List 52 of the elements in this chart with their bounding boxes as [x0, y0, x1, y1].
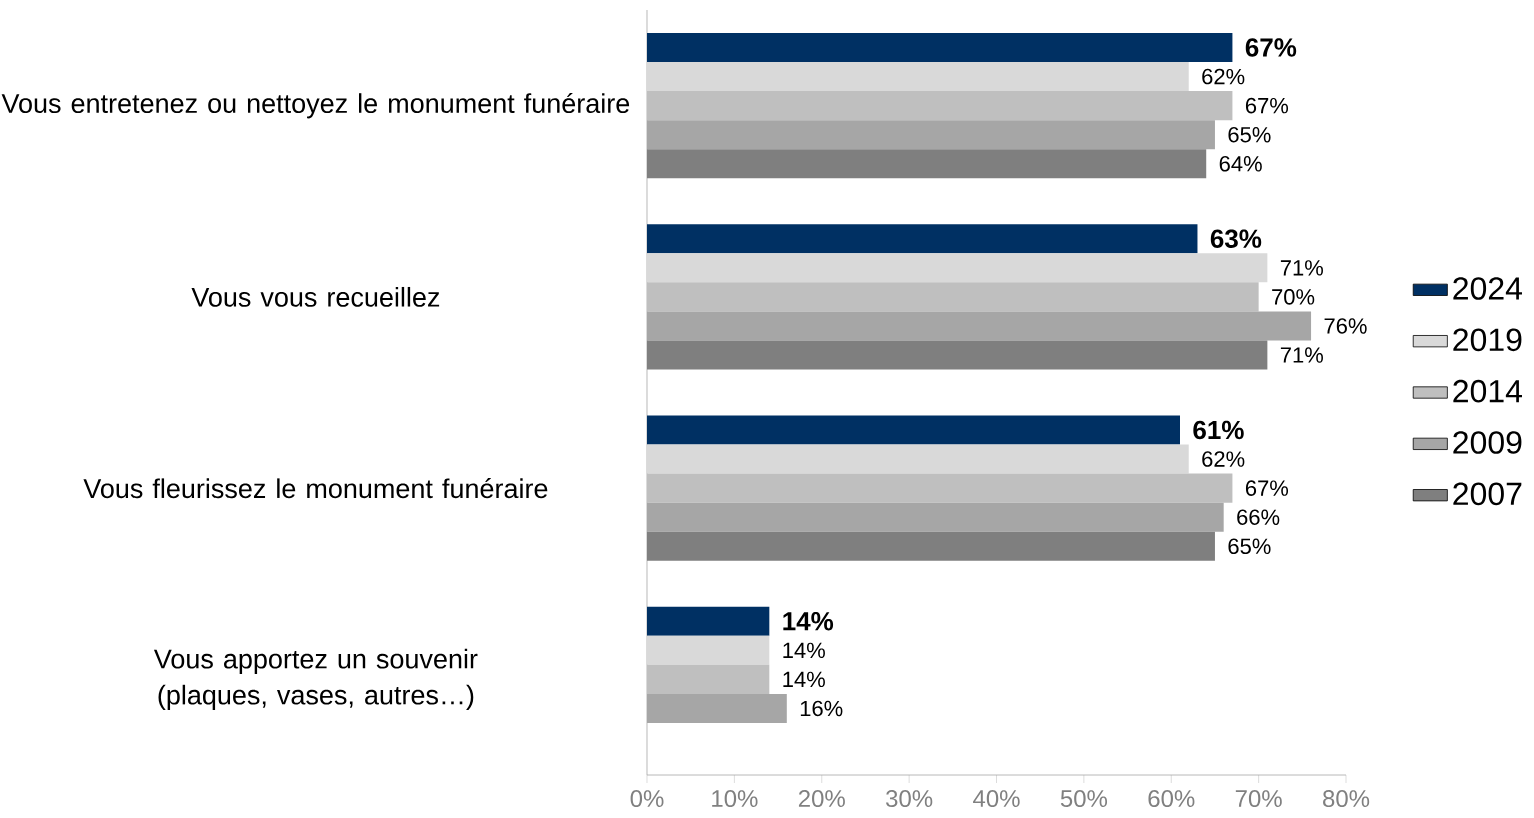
- bar: [647, 282, 1259, 312]
- x-tick-label: 50%: [1060, 790, 1108, 808]
- bar: [647, 606, 770, 636]
- y-tick-label: Vous fleurissez le monument funéraire: [83, 478, 548, 499]
- bar: [647, 664, 770, 694]
- x-tick-label: 0%: [630, 790, 664, 808]
- legend-label: 2007: [1453, 482, 1522, 506]
- data-label: 14%: [783, 612, 834, 631]
- data-label: 65%: [1228, 126, 1271, 143]
- data-label: 67%: [1245, 480, 1289, 496]
- bar: [647, 340, 1268, 370]
- data-label: 65%: [1228, 538, 1271, 555]
- x-tick-label: 70%: [1235, 790, 1282, 808]
- bar: [647, 149, 1207, 179]
- x-tick-label: 10%: [712, 790, 758, 808]
- bar: [647, 91, 1233, 121]
- legend-label: 2009: [1453, 431, 1522, 454]
- bar: [647, 224, 1198, 254]
- data-label: 62%: [1202, 68, 1245, 85]
- legend-label: 2014: [1453, 379, 1522, 403]
- x-tick-label: 30%: [886, 790, 933, 808]
- bar: [647, 635, 770, 665]
- bar: [647, 253, 1268, 283]
- x-tick-label: 20%: [798, 790, 845, 808]
- y-tick-label: Vous entretenez ou nettoyez le monument funéraire: [1, 92, 630, 119]
- data-label: 67%: [1245, 38, 1297, 57]
- data-label: 14%: [783, 671, 825, 688]
- bar: [647, 62, 1189, 92]
- legend-label: 2024: [1453, 277, 1522, 300]
- data-label: 71%: [1280, 260, 1323, 276]
- y-tick-label: Vous apportez un souvenir (plaques, vases, autres…): [153, 648, 478, 710]
- data-label: 70%: [1272, 289, 1315, 305]
- x-tick-label: 40%: [973, 790, 1020, 808]
- data-label: 71%: [1280, 347, 1323, 363]
- data-label: 14%: [783, 642, 825, 659]
- legend-label: 2019: [1453, 328, 1522, 352]
- data-label: 66%: [1237, 509, 1280, 525]
- data-label: 76%: [1324, 318, 1367, 334]
- bar: [647, 531, 1215, 561]
- bar: [647, 444, 1189, 474]
- bar: [647, 415, 1180, 445]
- data-label: 61%: [1193, 420, 1244, 440]
- bar: [647, 473, 1233, 503]
- data-label: 64%: [1219, 156, 1262, 172]
- y-tick-label: Vous vous recueillez: [191, 286, 440, 307]
- data-label: 63%: [1210, 229, 1262, 248]
- data-label: 16%: [800, 700, 843, 717]
- bar: [647, 32, 1233, 63]
- x-tick-label: 80%: [1323, 790, 1370, 808]
- data-label: 62%: [1202, 451, 1245, 467]
- x-tick-label: 60%: [1148, 790, 1195, 808]
- data-label: 67%: [1245, 97, 1289, 114]
